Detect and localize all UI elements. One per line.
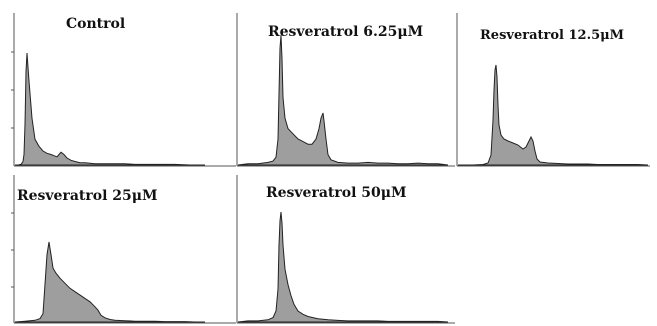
- panel-title-resveratrol-12-5: Resveratrol 12.5μM: [480, 28, 624, 43]
- histogram-area-resveratrol-12-5: [458, 64, 649, 166]
- panel-control: Control: [11, 13, 236, 167]
- panel-resveratrol-50: Resveratrol 50μM: [236, 175, 455, 324]
- panel-title-control: Control: [66, 16, 125, 32]
- panel-resveratrol-12-5: Resveratrol 12.5μM: [456, 13, 650, 167]
- panel-resveratrol-6-25: Resveratrol 6.25μM: [236, 13, 455, 167]
- histogram-area-control: [15, 52, 205, 166]
- histogram-area-resveratrol-50: [237, 211, 449, 323]
- histogram-area-resveratrol-25: [14, 241, 205, 323]
- panel-title-resveratrol-25: Resveratrol 25μM: [17, 188, 158, 204]
- panel-resveratrol-25: Resveratrol 25μM: [11, 175, 236, 324]
- panel-title-resveratrol-6-25: Resveratrol 6.25μM: [268, 24, 423, 40]
- histogram-area-resveratrol-6-25: [237, 34, 449, 166]
- panel-title-resveratrol-50: Resveratrol 50μM: [266, 185, 407, 201]
